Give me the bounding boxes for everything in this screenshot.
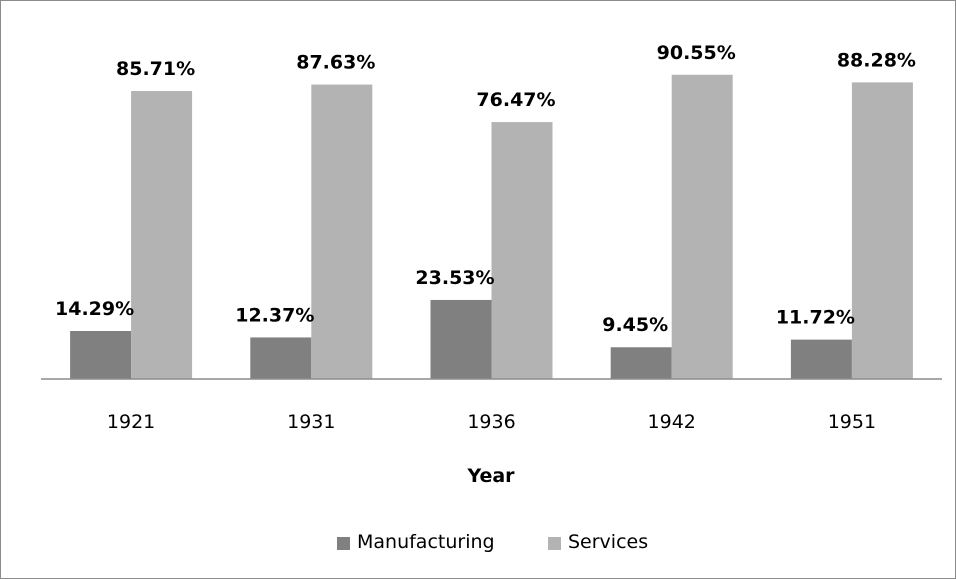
data-label-services-1942: 90.55% (657, 42, 736, 64)
x-tick-label-1931: 1931 (287, 411, 335, 433)
x-tick-label-1936: 1936 (467, 411, 515, 433)
legend-label-services: Services (568, 531, 648, 553)
x-axis-title: Year (466, 465, 515, 487)
bar-manufacturing-1936 (430, 299, 492, 379)
data-labels-group: 14.29% 85.71% 12.37% 87.63% 23.53% 76.47% 9.45… (55, 42, 916, 336)
bar-services-1942 (671, 74, 733, 379)
legend: Manufacturing Services (337, 531, 648, 553)
bar-services-1936 (491, 122, 553, 380)
bar-manufacturing-1921 (70, 330, 132, 379)
x-tick-label-1942: 1942 (648, 411, 696, 433)
legend-label-manufacturing: Manufacturing (357, 531, 495, 553)
data-label-manufacturing-1942: 9.45% (602, 314, 668, 336)
x-tick-labels-group: 1921 1931 1936 1942 1951 (107, 411, 876, 433)
bar-services-1921 (131, 91, 193, 379)
legend-swatch-manufacturing (337, 537, 350, 550)
data-label-manufacturing-1936: 23.53% (415, 267, 494, 289)
data-label-manufacturing-1931: 12.37% (235, 304, 314, 326)
data-label-manufacturing-1951: 11.72% (776, 307, 855, 329)
bar-services-1931 (311, 84, 373, 379)
data-label-services-1931: 87.63% (296, 52, 375, 74)
legend-swatch-services (548, 537, 561, 550)
x-tick-label-1921: 1921 (107, 411, 155, 433)
data-label-services-1921: 85.71% (116, 58, 195, 80)
data-label-services-1936: 76.47% (476, 89, 555, 111)
x-tick-label-1951: 1951 (828, 411, 876, 433)
bar-services-1951 (851, 82, 913, 379)
data-label-manufacturing-1921: 14.29% (55, 298, 134, 320)
bar-manufacturing-1951 (790, 339, 852, 379)
bar-manufacturing-1942 (610, 347, 672, 379)
bar-manufacturing-1931 (250, 337, 312, 379)
bars-group (70, 74, 913, 380)
data-label-services-1951: 88.28% (837, 49, 916, 71)
